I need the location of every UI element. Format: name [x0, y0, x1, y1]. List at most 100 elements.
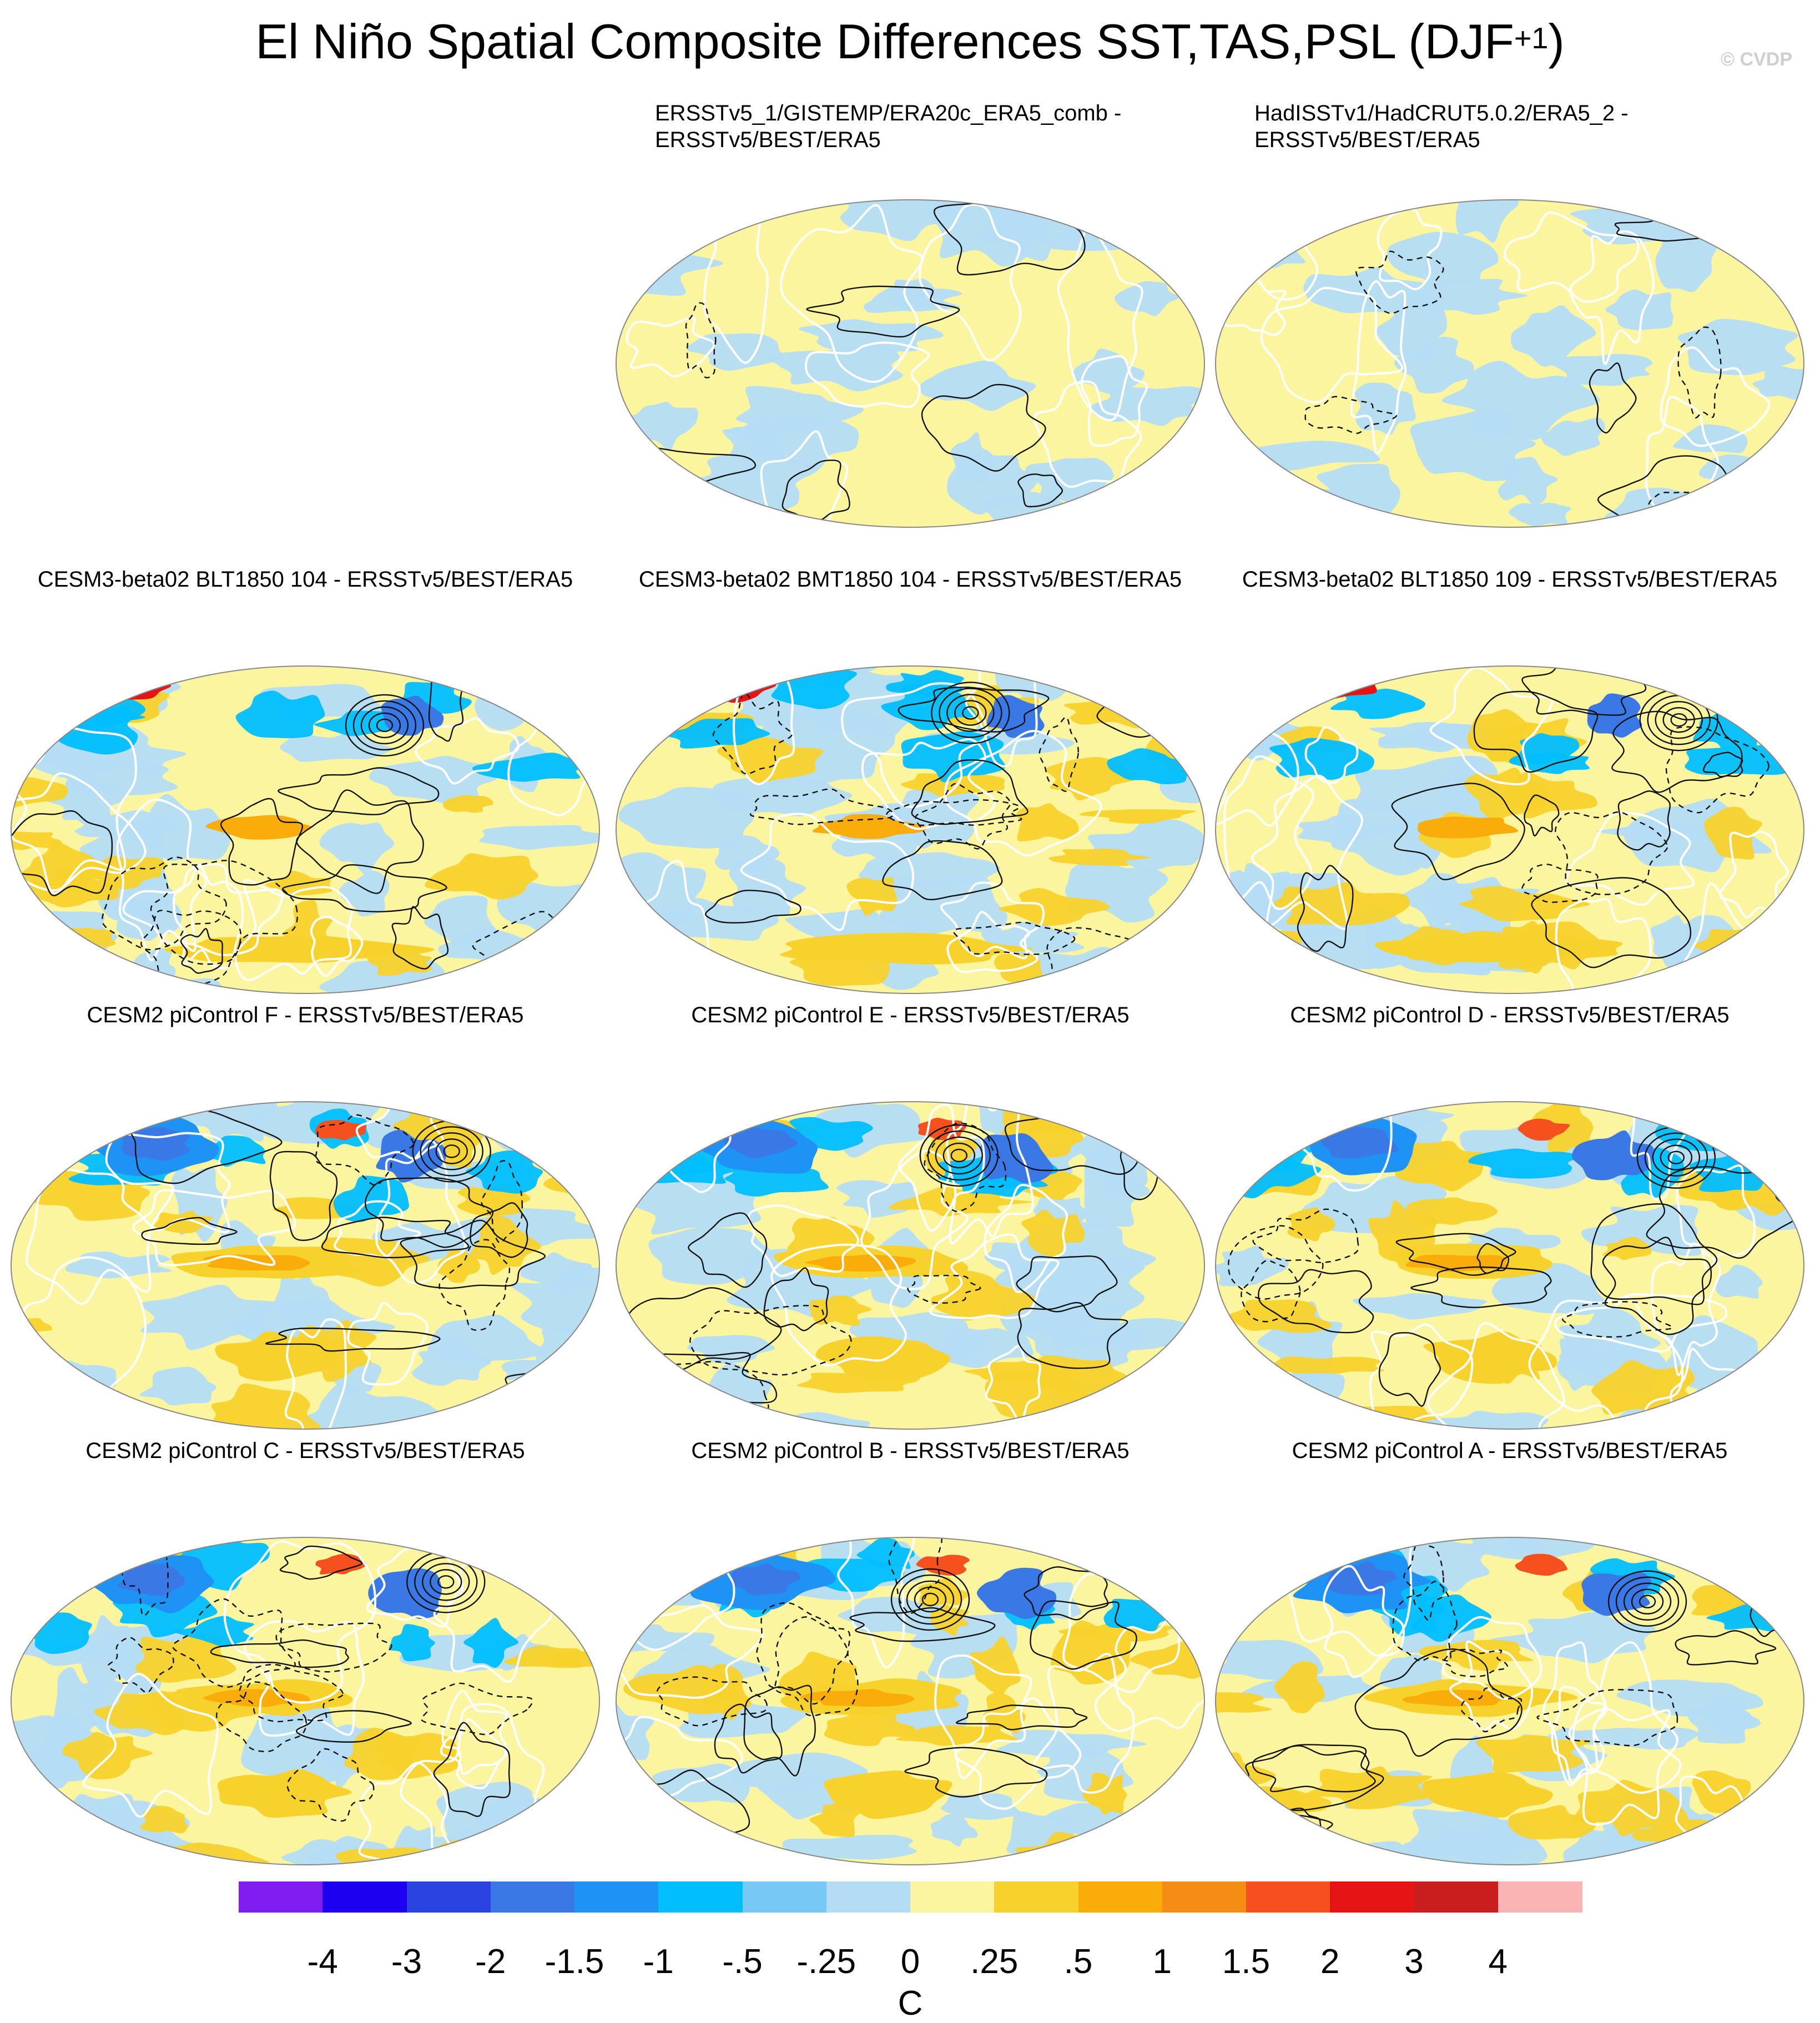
psl-contour-ring: [360, 706, 409, 745]
psl-contour-ring: [427, 1132, 476, 1171]
map-panel-11: CESM2 piControl A - ERSSTv5/BEST/ERA5: [1210, 1437, 1809, 1868]
anomaly-patch-warm: [1273, 882, 1410, 926]
psl-contour-negative: [1555, 811, 1668, 895]
anomaly-patch-warm: [1274, 1661, 1325, 1713]
psl-contours: [705, 668, 1204, 993]
psl-contour-positive: [428, 666, 464, 742]
psl-contour-positive: [882, 840, 1003, 901]
anomaly-patch-warm: [1216, 1692, 1272, 1715]
psl-contour-positive: [1297, 865, 1354, 952]
anomaly-patch-cool: [11, 1385, 120, 1414]
coastline: [105, 1132, 231, 1234]
anomaly-patch-cool: [1100, 1537, 1204, 1576]
colorbar-tick-label: -.25: [796, 1943, 856, 1981]
psl-contour-positive: [688, 1212, 768, 1288]
psl-contour-positive: [321, 1217, 470, 1259]
anomaly-patch-warm: [780, 932, 1033, 965]
coastline: [626, 316, 715, 377]
psl-contour-negative: [481, 1160, 523, 1244]
panel-title-line1: ERSSTv5_1/GISTEMP/ERA20c_ERA5_comb -: [655, 101, 1122, 125]
colorbar-tick-label: -4: [307, 1943, 338, 1981]
psl-contour-ring: [435, 1138, 468, 1164]
anomaly-patch-warm: [46, 1851, 184, 1865]
psl-contour-ring: [1607, 1570, 1687, 1633]
anomaly-patch-warm: [59, 951, 117, 973]
psl-contour-positive: [1017, 1301, 1128, 1369]
anomaly-patch-cool: [1673, 424, 1748, 453]
anomaly-patch-warm: [1476, 1735, 1591, 1773]
psl-contour-negative: [286, 1748, 375, 1822]
psl-contours: [1227, 1126, 1802, 1407]
map-outline: [616, 1101, 1205, 1430]
psl-contour-positive: [220, 798, 304, 886]
figure-title-end: ): [1548, 14, 1565, 69]
colorbar-tick-label: .5: [1063, 1943, 1093, 1981]
map-panel-6: CESM2 piControl F - ERSSTv5/BEST/ERA5: [6, 1002, 605, 1432]
psl-contour-positive: [1378, 1332, 1441, 1407]
anomaly-patch-cool: [659, 1817, 710, 1865]
psl-contour-negative: [774, 1616, 859, 1717]
anomaly-patch-cool: [427, 1314, 545, 1365]
psl-contour-negative: [1460, 1687, 1522, 1733]
psl-contour-positive: [279, 1545, 363, 1580]
coastline: [616, 1716, 743, 1800]
anomaly-patch-hot: [59, 670, 172, 702]
anomaly-patch-cold: [466, 1151, 543, 1194]
coastline: [1568, 1708, 1682, 1794]
coastline: [1651, 1242, 1721, 1376]
psl-contour-positive: [921, 384, 1046, 472]
psl-contour-negative: [1521, 864, 1599, 903]
anomaly-patch-warm: [616, 666, 672, 719]
psl-contour-positive: [1675, 1630, 1777, 1666]
anomaly-patch-cool: [1015, 1304, 1150, 1354]
anomaly-patch-cool: [1216, 1395, 1345, 1422]
anomaly-patch-warm: [1422, 1772, 1553, 1818]
coastline: [310, 916, 364, 977]
colorbar-swatch: [406, 1881, 491, 1913]
psl-contour-positive: [782, 460, 850, 522]
coastline: [26, 1168, 175, 1305]
anomaly-patch-cold: [333, 1176, 409, 1222]
anomaly-patch-warm: [523, 674, 599, 726]
psl-contour-negative: [1677, 326, 1722, 418]
enso-warm-tongue: [812, 814, 927, 839]
anomaly-patch-cold: [1685, 744, 1797, 775]
coastline: [11, 726, 137, 895]
map-plot: [1215, 665, 1804, 994]
anomaly-patch-warm: [930, 1604, 969, 1636]
coastline: [1565, 811, 1695, 906]
colorbar-swatch: [1162, 1881, 1247, 1913]
psl-contour-negative: [1355, 250, 1444, 314]
panel-title: CESM3-beta02 BMT1850 104 - ERSSTv5/BEST/…: [638, 567, 1182, 592]
colorbar-tick-label: -1.5: [545, 1943, 604, 1981]
colorbar: [239, 1881, 1582, 1913]
coastline: [400, 1703, 545, 1865]
anomaly-patch-cool: [174, 1102, 278, 1143]
anomaly-patch-warm: [62, 1732, 153, 1780]
psl-contour-negative: [239, 1663, 344, 1723]
psl-contour-positive: [1016, 1255, 1118, 1313]
psl-contour-ring: [443, 1144, 460, 1158]
anomaly-patch-cool: [687, 1335, 775, 1364]
psl-contour-ring: [1655, 700, 1703, 739]
coastline: [1660, 346, 1771, 447]
colorbar-tick-label: -2: [475, 1943, 506, 1981]
anomaly-patch-warm: [32, 1842, 127, 1865]
enso-warm-core: [800, 1689, 915, 1707]
anomaly-patch-hot: [916, 1555, 970, 1576]
anomaly-patch-cool: [1455, 200, 1519, 243]
enso-warm-core: [1403, 1689, 1505, 1707]
psl-contour-positive: [129, 1107, 283, 1184]
anomaly-patch-cool: [730, 1752, 868, 1794]
anomaly-patch-cool: [1685, 1696, 1759, 1744]
coastline: [929, 1233, 1060, 1320]
coastline: [244, 1620, 365, 1737]
psl-contour-ring: [921, 1592, 939, 1607]
anomaly-patch-cool: [472, 666, 551, 731]
psl-contour-ring: [437, 1575, 455, 1589]
map-plot: [11, 1101, 600, 1430]
anomaly-patch-warm: [1746, 1787, 1804, 1850]
anomaly-patch-hot: [315, 1120, 366, 1141]
coastline: [1504, 211, 1640, 303]
anomaly-patch-cool: [1403, 1808, 1547, 1865]
